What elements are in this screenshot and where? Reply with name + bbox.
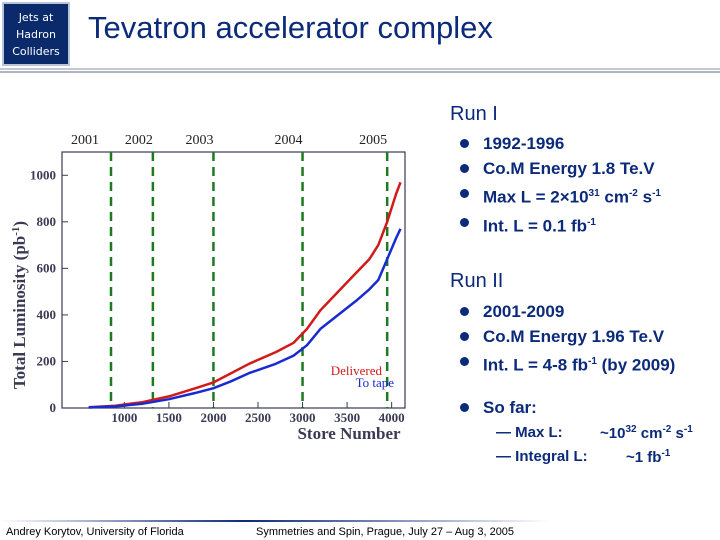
so-far-int-label: — Integral L: (496, 448, 588, 465)
luminosity-chart: 1000 1500 2000 2500 3000 3500 4000 0 200 400 600 80… (10, 133, 406, 443)
x-tick-label-3500: 3500 (334, 410, 360, 425)
max-unit2: s (671, 425, 684, 442)
y-axis-label-main: Total Luminosity (pb (10, 236, 29, 389)
x-tick-label-3000: 3000 (290, 410, 316, 425)
run2-heading: Run II (450, 270, 504, 292)
y-tick-label-800: 800 (37, 214, 57, 229)
bullet-dot (460, 307, 469, 316)
max-exp: 32 (625, 424, 637, 435)
y-axis-label: Total Luminosity (pb-1) (10, 221, 29, 389)
y-tick-label-600: 600 (37, 260, 57, 275)
run2-bullets: 2001-2009 Co.M Energy 1.96 Te.V Int. L =… (460, 299, 675, 378)
run1-bullets: 1992-1996 Co.M Energy 1.8 Te.V Max L = 2… (460, 131, 661, 238)
bullet-dot (460, 357, 469, 366)
plot-area (61, 151, 406, 409)
run1-int-exp: -1 (587, 216, 596, 228)
y-tick-label-1000: 1000 (30, 167, 56, 182)
bullet-dot (460, 217, 469, 227)
run1-int-prefix: Int. L = 0.1 fb (483, 216, 588, 236)
run1-years-text: 1992-1996 (483, 134, 565, 153)
run2-energy: Co.M Energy 1.96 Te.V (460, 324, 675, 349)
chart-year-markers (109, 152, 389, 408)
run2-years-text: 2001-2009 (483, 302, 565, 321)
x-tick-label-2000: 2000 (200, 410, 226, 425)
run2-int-prefix: Int. L = 4-8 fb (483, 355, 589, 375)
bullet-dot (460, 189, 469, 198)
so-far-max-label: — Max L: (496, 424, 563, 441)
year-label-2005: 2005 (359, 133, 387, 148)
run1-energy: Co.M Energy 1.8 Te.V (460, 156, 661, 181)
int-value: ~1 fb (626, 449, 662, 466)
x-tick-label-1500: 1500 (156, 410, 182, 425)
so-far-text: So far: (483, 398, 537, 417)
chart-series (88, 181, 402, 409)
footer-conference: Symmetries and Spin, Prague, July 27 – A… (256, 526, 515, 538)
so-far-int-value: ~1 fb-1 (626, 448, 670, 466)
y-tick-label-200: 200 (37, 353, 57, 368)
run1-lumi-exp: 31 (588, 188, 600, 199)
run2-energy-text: Co.M Energy 1.96 Te.V (483, 327, 665, 346)
chart-frame (61, 151, 406, 409)
legend-to-tape: To tape (356, 375, 395, 390)
series-line-delivered (88, 181, 402, 409)
x-tick-label-2500: 2500 (245, 410, 271, 425)
series-line-to-tape (88, 228, 402, 409)
logo-line-3: Colliders (12, 45, 60, 58)
year-label-2001: 2001 (71, 133, 99, 148)
footer-author: Andrey Korytov, University of Florida (6, 526, 184, 538)
run1-heading: Run I (450, 103, 498, 125)
x-axis-label: Store Number (297, 424, 401, 443)
int-exp: -1 (661, 448, 671, 459)
logo-line-2: Hadron (16, 28, 56, 41)
y-tick-label-0: 0 (50, 400, 57, 415)
year-label-2003: 2003 (185, 133, 213, 148)
run2-int-exp: -1 (588, 356, 597, 367)
legend-delivered: Delivered (331, 363, 383, 378)
logo: Jets at Hadron Colliders (2, 2, 70, 66)
run2-int-suffix: (by 2009) (596, 355, 676, 375)
run1-lumi-exp3: -1 (652, 188, 661, 199)
x-tick-label-4000: 4000 (379, 410, 405, 425)
header-divider-shadow (0, 71, 720, 73)
so-far: So far: (460, 395, 537, 420)
run2-int-lumi: Int. L = 4-8 fb-1 (by 2009) (460, 349, 675, 378)
year-label-2004: 2004 (275, 133, 303, 148)
run1-lumi-unit2: s (637, 187, 653, 207)
max-exp3: -1 (683, 424, 693, 435)
year-label-2002: 2002 (125, 133, 153, 148)
run1-years: 1992-1996 (460, 131, 661, 156)
run1-max-lumi: Max L = 2×1031 cm-2 s-1 (460, 181, 661, 210)
x-tick-label-1000: 1000 (111, 410, 137, 425)
run1-lumi-prefix: Max L = 2×10 (483, 187, 589, 207)
run1-energy-text: Co.M Energy 1.8 Te.V (483, 159, 655, 178)
run1-lumi-unit1: cm (599, 187, 629, 207)
max-unit1: cm (636, 425, 663, 442)
bullet-dot (460, 332, 469, 341)
y-axis-label-group: Total Luminosity (pb-1) (10, 221, 29, 389)
bullet-dot (460, 164, 469, 173)
so-far-bullet: So far: (460, 395, 537, 420)
header-divider (0, 68, 720, 70)
max-exp2: -2 (662, 424, 672, 435)
y-axis-label-end: ) (10, 221, 29, 227)
footer-rule-right (245, 520, 550, 522)
bullet-dot (460, 403, 469, 412)
so-far-max-value: ~1032 cm-2 s-1 (600, 424, 693, 442)
footer-rule-left (0, 520, 245, 522)
run1-lumi-exp2: -2 (628, 188, 638, 199)
logo-line-1: Jets at (18, 11, 54, 24)
bullet-dot (460, 139, 469, 148)
run2-years: 2001-2009 (460, 299, 675, 324)
y-axis-label-exp: -1 (10, 227, 22, 236)
chart-ticks: 1000 1500 2000 2500 3000 3500 4000 0 200 400 600 80… (30, 167, 405, 425)
run1-int-lumi: Int. L = 0.1 fb-1 (460, 210, 661, 239)
y-tick-label-400: 400 (37, 307, 57, 322)
slide-title: Tevatron accelerator complex (88, 10, 493, 45)
max-value: ~10 (600, 425, 626, 442)
